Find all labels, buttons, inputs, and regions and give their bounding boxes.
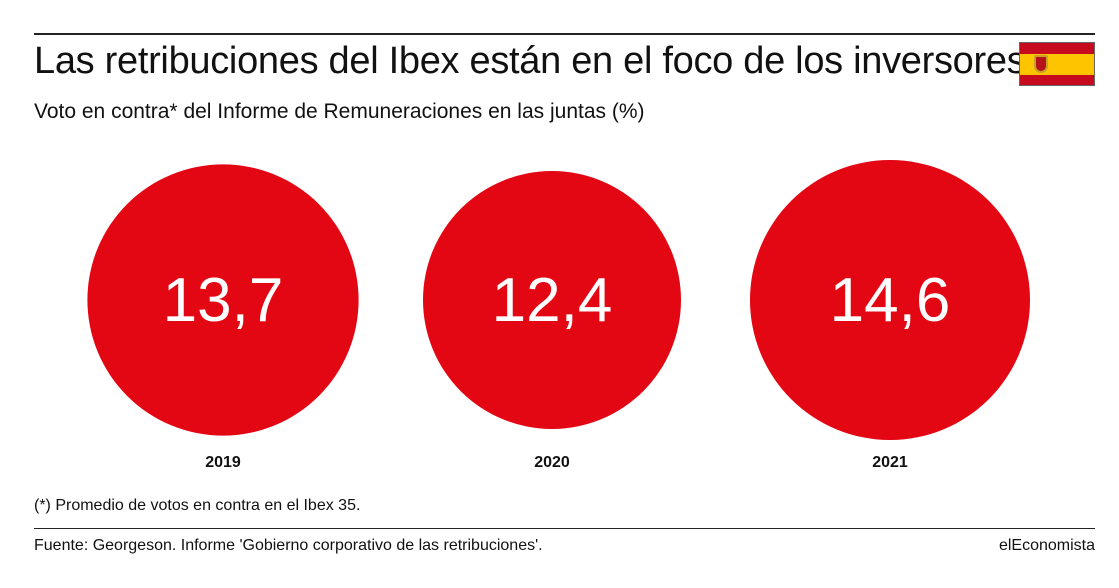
- bubble-chart: 13,7 2019 12,4 2020 14,6 2021: [87, 160, 1030, 471]
- flag-stripe-middle: [1020, 53, 1094, 75]
- chart-title: Las retribuciones del Ibex están en el f…: [34, 40, 1026, 82]
- category-label-2019: 2019: [205, 454, 241, 471]
- category-label-2021: 2021: [872, 454, 908, 471]
- bubble-2020: [423, 171, 681, 429]
- top-rule: [34, 33, 1095, 35]
- bottom-rule: [34, 528, 1095, 529]
- bubble-2021: [750, 160, 1030, 440]
- value-label-2021: 14,6: [830, 266, 951, 335]
- source-note: Fuente: Georgeson. Informe 'Gobierno cor…: [34, 537, 543, 554]
- flag-stripe-top: [1020, 43, 1094, 54]
- spain-flag-icon: [1019, 42, 1095, 86]
- bubble-2019: [87, 164, 359, 436]
- value-label-2019: 13,7: [163, 266, 284, 335]
- coat-of-arms-icon: [1034, 55, 1048, 73]
- chart-subtitle: Voto en contra* del Informe de Remunerac…: [34, 100, 645, 123]
- footnote: (*) Promedio de votos en contra en el Ib…: [34, 497, 361, 514]
- flag-stripe-bottom: [1020, 74, 1094, 85]
- brand-label: elEconomista: [998, 537, 1095, 554]
- value-label-2020: 12,4: [492, 266, 613, 335]
- category-label-2020: 2020: [534, 454, 570, 471]
